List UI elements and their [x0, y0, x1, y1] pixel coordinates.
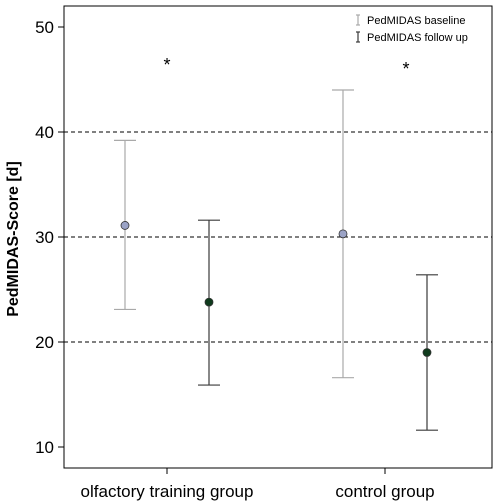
y-tick-label: 50: [35, 18, 54, 37]
legend: PedMIDAS baseline PedMIDAS follow up: [356, 14, 468, 44]
mean-marker: [120, 221, 130, 230]
error-bar: [198, 219, 220, 386]
x-axis-ticks: olfactory training group control group: [81, 468, 435, 501]
error-bar: [416, 274, 438, 431]
error-bar: [114, 139, 136, 311]
mean-marker: [422, 348, 432, 357]
y-tick-label: 30: [35, 228, 54, 247]
x-tick-label: control group: [335, 482, 434, 501]
significance-star-2: *: [402, 59, 409, 79]
legend-label: PedMIDAS follow up: [367, 32, 468, 44]
mean-marker: [338, 229, 348, 239]
mean-marker: [204, 297, 214, 307]
error-bar: [332, 89, 354, 379]
y-axis-ticks: 10 20 30 40 50: [35, 18, 64, 457]
legend-label: PedMIDAS baseline: [367, 15, 465, 27]
significance-star-1: *: [163, 55, 170, 75]
reference-lines: [64, 131, 492, 343]
y-tick-label: 20: [35, 333, 54, 352]
error-bars: [114, 89, 438, 431]
y-tick-label: 10: [35, 438, 54, 457]
x-tick-label: olfactory training group: [81, 482, 254, 501]
y-tick-label: 40: [35, 123, 54, 142]
y-axis-title: PedMIDAS-Score [d]: [5, 161, 22, 317]
